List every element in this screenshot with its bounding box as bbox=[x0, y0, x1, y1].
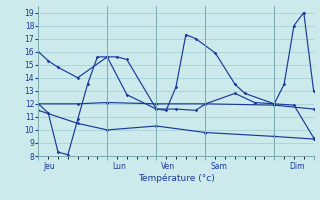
Text: Ven: Ven bbox=[161, 162, 175, 171]
X-axis label: Température (°c): Température (°c) bbox=[138, 173, 214, 183]
Text: Sam: Sam bbox=[211, 162, 227, 171]
Text: Jeu: Jeu bbox=[43, 162, 55, 171]
Text: Lun: Lun bbox=[112, 162, 126, 171]
Text: Dim: Dim bbox=[289, 162, 305, 171]
